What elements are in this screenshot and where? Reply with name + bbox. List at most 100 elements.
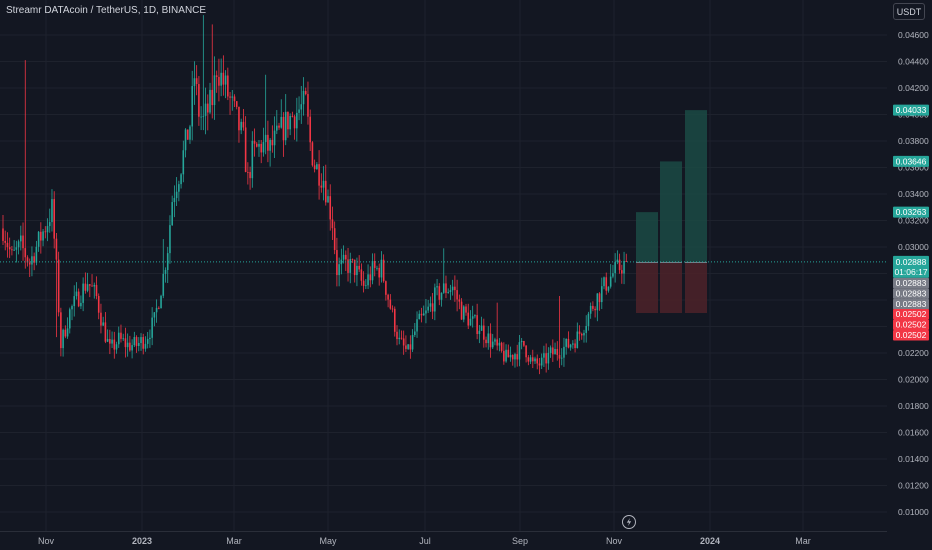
candle-body — [304, 90, 307, 95]
candle-series — [2, 15, 628, 375]
candle-body — [238, 106, 240, 131]
candle-body — [489, 333, 492, 348]
candle-body — [40, 231, 42, 241]
candle-body — [378, 267, 380, 278]
candle-body — [587, 313, 590, 326]
candle-body — [162, 273, 165, 296]
candle-body — [189, 126, 191, 140]
candle-body — [24, 248, 27, 258]
currency-button[interactable]: USDT — [893, 3, 925, 20]
candle-body — [180, 174, 182, 185]
candle-body — [289, 115, 291, 130]
candle-body — [400, 337, 403, 339]
candle-body — [111, 339, 113, 344]
candle-body — [71, 306, 73, 310]
candle-body — [293, 116, 296, 129]
candle-body — [193, 78, 196, 87]
candle-body — [198, 84, 200, 117]
candle-body — [436, 286, 438, 288]
candle-body — [398, 337, 401, 340]
candle-body — [596, 293, 599, 311]
price-tick-label: 0.03800 — [898, 136, 929, 146]
candle-body — [349, 259, 352, 273]
candle-body — [358, 265, 360, 270]
candle-body — [273, 130, 276, 146]
candle-body — [244, 127, 247, 172]
candle-body — [89, 284, 91, 286]
candle-body — [80, 302, 82, 307]
candle-body — [191, 86, 194, 127]
candle-body — [120, 332, 122, 339]
candle-body — [476, 315, 478, 335]
candle-body — [93, 284, 96, 287]
candle-body — [556, 348, 559, 355]
candle-body — [115, 344, 118, 350]
time-axis[interactable]: Nov 2023 Mar May Jul Sep Nov 2024 Mar — [38, 536, 811, 546]
candle-body — [64, 329, 67, 337]
candle-body — [262, 142, 265, 153]
stop-price-tag-bg — [893, 329, 929, 341]
candle-body — [126, 342, 129, 348]
candle-body — [474, 315, 476, 317]
candle-body — [57, 259, 60, 313]
candle-body — [525, 345, 527, 358]
candle-body — [48, 222, 51, 227]
candle-body — [318, 164, 320, 186]
candle-body — [17, 241, 20, 248]
candle-body — [149, 337, 151, 340]
candle-body — [51, 199, 53, 223]
candle-body — [195, 78, 198, 85]
candle-body — [264, 134, 267, 143]
symbol-title: Streamr DATAcoin / TetherUS, 1D, BINANCE — [6, 5, 207, 16]
candle-body — [456, 290, 458, 300]
stop-price-tag-bg — [893, 308, 929, 320]
candle-body — [342, 254, 345, 260]
candle-body — [313, 165, 316, 170]
candle-body — [6, 242, 9, 248]
candle-body — [427, 306, 429, 311]
candle-body — [175, 191, 178, 199]
candle-body — [422, 313, 425, 316]
candle-body — [469, 318, 472, 326]
candle-body — [567, 338, 570, 348]
candle-body — [135, 337, 138, 347]
candle-body — [269, 139, 271, 151]
candle-body — [186, 129, 189, 140]
entry-price-tag-bg — [893, 288, 929, 299]
candle-body — [95, 284, 98, 296]
candle-body — [169, 225, 171, 254]
candle-body — [113, 339, 116, 350]
candle-body — [585, 325, 588, 333]
candle-body — [233, 96, 236, 102]
lightning-circle-icon[interactable] — [622, 515, 636, 529]
entry-price-tag-bg — [893, 298, 929, 310]
candle-body — [137, 343, 140, 347]
candle-body — [543, 353, 545, 358]
candle-body — [129, 342, 131, 351]
countdown-tag: 01:06:17 — [894, 267, 927, 277]
candle-body — [11, 249, 13, 251]
candle-body — [202, 115, 205, 117]
candle-body — [480, 325, 483, 331]
candle-body — [336, 250, 338, 276]
candle-body — [8, 247, 11, 250]
target-price-tag: 0.03263 — [896, 207, 927, 217]
candle-body — [434, 287, 436, 312]
candle-body — [547, 352, 550, 364]
candle-body — [500, 342, 503, 351]
candle-body — [28, 262, 31, 265]
price-tick-label: 0.03200 — [898, 216, 929, 226]
candle-body — [460, 301, 463, 320]
candle-body — [603, 277, 605, 287]
candle-body — [569, 344, 572, 348]
candle-body — [173, 198, 176, 203]
candle-body — [574, 343, 576, 349]
candle-body — [458, 299, 461, 302]
candle-body — [44, 231, 47, 233]
candle-body — [507, 349, 510, 358]
stop-price-tag-bg — [893, 319, 929, 330]
entry-price-tag: 0.02883 — [896, 278, 927, 288]
candle-body — [33, 256, 35, 263]
candle-body — [102, 322, 104, 326]
